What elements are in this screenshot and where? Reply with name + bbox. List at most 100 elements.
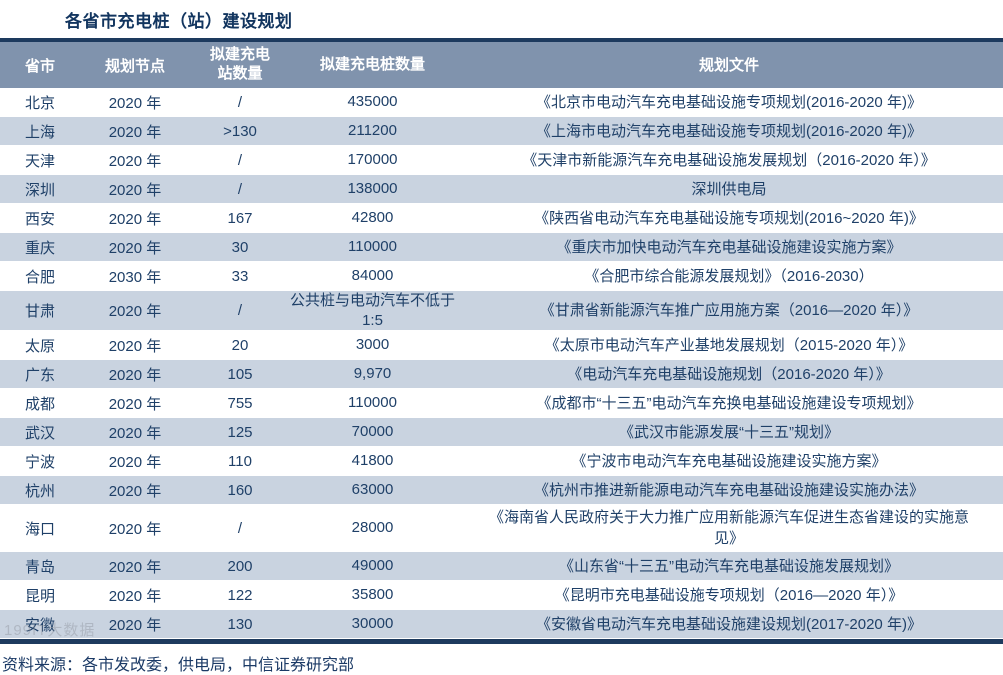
- cell-planning-document: 《山东省“十三五”电动汽车充电基础设施发展规划》: [559, 557, 899, 575]
- cell-city: 太原: [24, 337, 55, 355]
- cell-pile-count: 35800: [351, 586, 394, 604]
- header-cell-piles: 拟建充电桩数量: [290, 42, 455, 88]
- cell-city: 安徽: [24, 616, 55, 634]
- table-row: 成都 2020 年 755 110000 《成都市“十三五”电动汽车充换电基础设…: [0, 389, 1003, 418]
- cell-pile-count: 70000: [351, 423, 394, 441]
- table-header-row: 省市 规划节点 拟建充电站数量 拟建充电桩数量 规划文件: [0, 42, 1003, 88]
- cell-planning-document: 《天津市新能源汽车充电基础设施发展规划（2016-2020 年）》: [522, 151, 936, 169]
- cell-station-count: 30: [231, 238, 249, 256]
- cell-planning-document: 《杭州市推进新能源电动汽车充电基础设施建设实施办法》: [533, 481, 924, 499]
- table-row: 海口 2020 年 / 28000 《海南省人民政府关于大力推广应用新能源汽车促…: [0, 505, 1003, 552]
- cell-station-count: 125: [227, 423, 253, 441]
- cell-station-count: 122: [227, 586, 253, 604]
- cell-planning-node: 2020 年: [108, 152, 162, 170]
- cell-city: 昆明: [24, 587, 55, 605]
- cell-planning-node: 2020 年: [108, 303, 162, 320]
- cell-city: 宁波: [24, 453, 55, 471]
- cell-pile-count: 30000: [351, 615, 394, 633]
- cell-pile-count: 28000: [351, 519, 394, 537]
- table-row: 北京 2020 年 / 435000 《北京市电动汽车充电基础设施专项规划(20…: [0, 88, 1003, 117]
- data-table: 省市 规划节点 拟建充电站数量 拟建充电桩数量 规划文件 北京 2020 年 /…: [0, 38, 1003, 644]
- table-row: 重庆 2020 年 30 110000 《重庆市加快电动汽车充电基础设施建设实施…: [0, 233, 1003, 262]
- cell-city: 广东: [24, 366, 55, 384]
- cell-planning-node: 2020 年: [108, 239, 162, 257]
- cell-planning-document: 《宁波市电动汽车充电基础设施建设实施方案》: [571, 452, 887, 470]
- cell-station-count: 105: [227, 365, 253, 383]
- cell-city: 海口: [24, 520, 55, 538]
- cell-station-count: 20: [231, 336, 249, 354]
- cell-planning-node: 2020 年: [108, 558, 162, 576]
- cell-planning-node: 2020 年: [108, 453, 162, 471]
- cell-planning-node: 2020 年: [108, 94, 162, 112]
- cell-pile-count: 110000: [348, 238, 397, 256]
- cell-city: 西安: [24, 210, 55, 228]
- cell-planning-document: 《海南省人民政府关于大力推广应用新能源汽车促进生态省建设的实施意见》: [488, 509, 969, 547]
- header-cell-doc: 规划文件: [455, 42, 1003, 88]
- cell-planning-node: 2020 年: [108, 482, 162, 500]
- cell-city: 成都: [24, 395, 55, 413]
- cell-station-count: 110: [228, 452, 252, 470]
- cell-pile-count: 公共桩与电动汽车不低于 1:5: [290, 292, 456, 329]
- cell-planning-node: 2020 年: [108, 395, 162, 413]
- table-row: 青岛 2020 年 200 49000 《山东省“十三五”电动汽车充电基础设施发…: [0, 552, 1003, 581]
- cell-planning-node: 2020 年: [108, 424, 162, 442]
- cell-pile-count: 170000: [347, 151, 398, 169]
- cell-station-count: 130: [227, 615, 253, 633]
- cell-city: 重庆: [24, 239, 55, 257]
- header-label: 拟建充电站数量: [209, 46, 270, 82]
- cell-pile-count: 3000: [355, 336, 390, 354]
- cell-station-count: /: [237, 151, 243, 169]
- cell-planning-node: 2020 年: [108, 587, 162, 605]
- header-cell-city: 省市: [0, 42, 80, 88]
- table-row: 甘肃 2020 年 / 公共桩与电动汽车不低于 1:5 《甘肃省新能源汽车推广应…: [0, 291, 1003, 331]
- cell-pile-count: 435000: [347, 93, 398, 111]
- cell-planning-node: 2020 年: [108, 337, 162, 355]
- cell-planning-document: 《成都市“十三五”电动汽车充换电基础设施建设专项规划》: [536, 394, 922, 412]
- cell-planning-document: 深圳供电局: [691, 180, 767, 198]
- cell-planning-node: 2020 年: [108, 616, 162, 634]
- cell-planning-node: 2020 年: [108, 181, 162, 199]
- cell-station-count: 755: [227, 394, 253, 412]
- cell-planning-document: 《合肥市综合能源发展规划》（2016-2030）: [584, 267, 874, 285]
- cell-planning-document: 《重庆市加快电动汽车充电基础设施建设实施方案》: [556, 238, 902, 256]
- cell-pile-count: 42800: [351, 209, 394, 227]
- cell-station-count: /: [237, 180, 243, 198]
- cell-station-count: 33: [231, 267, 249, 285]
- cell-city: 杭州: [24, 482, 55, 500]
- cell-planning-document: 《安徽省电动汽车充电基础设施建设规划(2017-2020 年)》: [536, 615, 922, 633]
- cell-pile-count: 63000: [351, 481, 394, 499]
- table-row: 天津 2020 年 / 170000 《天津市新能源汽车充电基础设施发展规划（2…: [0, 146, 1003, 175]
- table-row: 太原 2020 年 20 3000 《太原市电动汽车产业基地发展规划（2015-…: [0, 331, 1003, 360]
- cell-pile-count: 41800: [351, 452, 394, 470]
- header-cell-node: 规划节点: [80, 42, 190, 88]
- table-body: 北京 2020 年 / 435000 《北京市电动汽车充电基础设施专项规划(20…: [0, 88, 1003, 639]
- cell-planning-document: 《上海市电动汽车充电基础设施专项规划(2016-2020 年)》: [536, 122, 922, 140]
- cell-planning-node: 2020 年: [108, 123, 162, 141]
- table-row: 宁波 2020 年 110 41800 《宁波市电动汽车充电基础设施建设实施方案…: [0, 447, 1003, 476]
- cell-planning-document: 《太原市电动汽车产业基地发展规划（2015-2020 年）》: [544, 336, 914, 354]
- table-row: 西安 2020 年 167 42800 《陕西省电动汽车充电基础设施专项规划(2…: [0, 204, 1003, 233]
- cell-city: 深圳: [24, 181, 55, 199]
- cell-city: 天津: [24, 152, 55, 170]
- table-row: 杭州 2020 年 160 63000 《杭州市推进新能源电动汽车充电基础设施建…: [0, 476, 1003, 505]
- cell-planning-node: 2020 年: [108, 366, 162, 384]
- cell-city: 青岛: [24, 558, 55, 576]
- cell-planning-document: 《电动汽车充电基础设施规划（2016-2020 年）》: [567, 365, 891, 383]
- cell-pile-count: 138000: [347, 180, 398, 198]
- cell-city: 合肥: [24, 268, 55, 286]
- cell-station-count: 160: [227, 481, 253, 499]
- table-bottom-accent-bar: [0, 639, 1003, 644]
- header-label: 规划文件: [698, 56, 759, 74]
- cell-planning-document: 《甘肃省新能源汽车推广应用施方案（2016—2020 年）》: [539, 302, 919, 319]
- cell-pile-count: 211200: [348, 122, 397, 140]
- cell-station-count: >130: [223, 122, 257, 140]
- header-label: 省市: [24, 57, 55, 75]
- table-row: 广东 2020 年 105 9,970 《电动汽车充电基础设施规划（2016-2…: [0, 360, 1003, 389]
- table-row: 安徽 2020 年 130 30000 《安徽省电动汽车充电基础设施建设规划(2…: [0, 610, 1003, 639]
- cell-city: 上海: [24, 123, 55, 141]
- table-row: 上海 2020 年 >130 211200 《上海市电动汽车充电基础设施专项规划…: [0, 117, 1003, 146]
- cell-planning-node: 2020 年: [108, 210, 162, 228]
- header-label: 规划节点: [104, 57, 165, 75]
- cell-planning-document: 《昆明市充电基础设施专项规划（2016—2020 年）》: [554, 586, 904, 604]
- cell-pile-count: 84000: [351, 267, 394, 285]
